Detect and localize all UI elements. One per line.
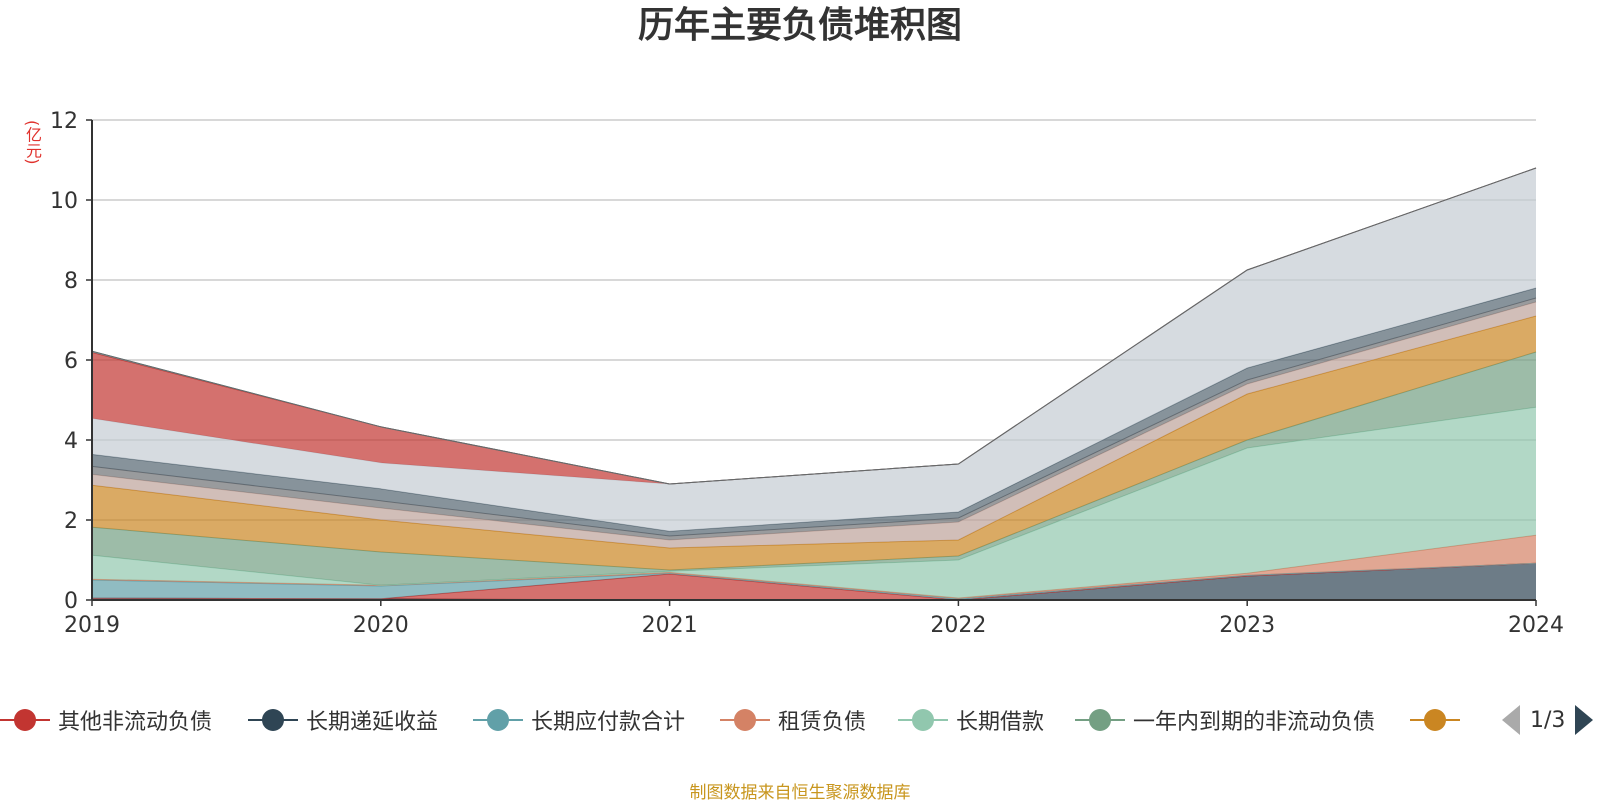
legend-label: 一年内到期的非流动负债 bbox=[1133, 710, 1376, 735]
legend-label: 长期借款 bbox=[956, 710, 1045, 735]
legend-marker-icon bbox=[1075, 708, 1125, 732]
area-series-10 bbox=[92, 168, 1536, 532]
x-tick-label: 2024 bbox=[1508, 613, 1564, 638]
legend-marker-icon bbox=[473, 708, 523, 732]
y-axis-unit-label: (亿元) bbox=[23, 120, 42, 165]
legend-item[interactable]: 一年内到期的非流动负债 bbox=[1075, 700, 1375, 740]
legend-item[interactable]: 长期借款 bbox=[898, 700, 1044, 740]
x-tick-label: 2020 bbox=[353, 613, 409, 638]
x-tick-label: 2022 bbox=[930, 613, 986, 638]
legend-marker-icon bbox=[1410, 708, 1460, 732]
area-series-4 bbox=[92, 407, 1536, 598]
legend-item[interactable]: 其他非流动负债 bbox=[0, 700, 212, 740]
legend-marker-icon bbox=[248, 708, 298, 732]
total-outline bbox=[91, 167, 1537, 485]
pager-next-icon[interactable] bbox=[1575, 705, 1594, 735]
x-tick-label: 2023 bbox=[1219, 613, 1275, 638]
source-note: 制图数据来自恒生聚源数据库 bbox=[689, 783, 911, 803]
legend-pager: 1/3 bbox=[1502, 700, 1594, 740]
legend-marker-icon bbox=[720, 708, 770, 732]
area-series bbox=[91, 167, 1537, 601]
area-series-1 bbox=[92, 563, 1536, 600]
y-tick-label: 10 bbox=[50, 189, 78, 214]
chart-title: 历年主要负债堆积图 bbox=[637, 5, 962, 46]
y-tick-label: 6 bbox=[64, 349, 78, 374]
legend-item[interactable]: 长期应付款合计 bbox=[473, 700, 685, 740]
legend-label: 租赁负债 bbox=[778, 710, 867, 735]
area-series-2 bbox=[92, 563, 1536, 600]
legend-item[interactable]: 租赁负债 bbox=[720, 700, 866, 740]
stacked-area-chart: 0 2 4 6 8 10 12 2019 2020 2021 2022 2023 2024 bbox=[50, 109, 1564, 638]
y-tick-label: 4 bbox=[64, 429, 78, 454]
x-tick-label: 2019 bbox=[64, 613, 120, 638]
legend-item[interactable]: 长期递延收益 bbox=[248, 700, 438, 740]
legend-label: 其他非流动负债 bbox=[58, 710, 213, 735]
legend-item[interactable] bbox=[1410, 700, 1468, 740]
pager-prev-icon[interactable] bbox=[1502, 705, 1520, 735]
legend-marker-icon bbox=[0, 708, 50, 732]
pager-text: 1/3 bbox=[1530, 707, 1566, 733]
y-tick-label: 2 bbox=[64, 509, 78, 534]
area-series-5 bbox=[92, 352, 1536, 586]
area-series-0 bbox=[92, 563, 1536, 600]
y-tick-label: 0 bbox=[64, 589, 78, 614]
y-tick-label: 8 bbox=[64, 269, 78, 294]
axes: 0 2 4 6 8 10 12 2019 2020 2021 2022 2023 2024 bbox=[50, 109, 1564, 638]
legend-marker-icon bbox=[898, 708, 948, 732]
x-tick-label: 2021 bbox=[642, 613, 698, 638]
legend-label: 长期应付款合计 bbox=[531, 710, 686, 735]
y-tick-label: 12 bbox=[50, 109, 78, 134]
legend: 其他非流动负债 长期递延收益 长期应付款合计 租赁负债 长期借款 一年内到期的非流动负债 bbox=[0, 700, 1600, 740]
legend-label: 长期递延收益 bbox=[306, 710, 439, 735]
